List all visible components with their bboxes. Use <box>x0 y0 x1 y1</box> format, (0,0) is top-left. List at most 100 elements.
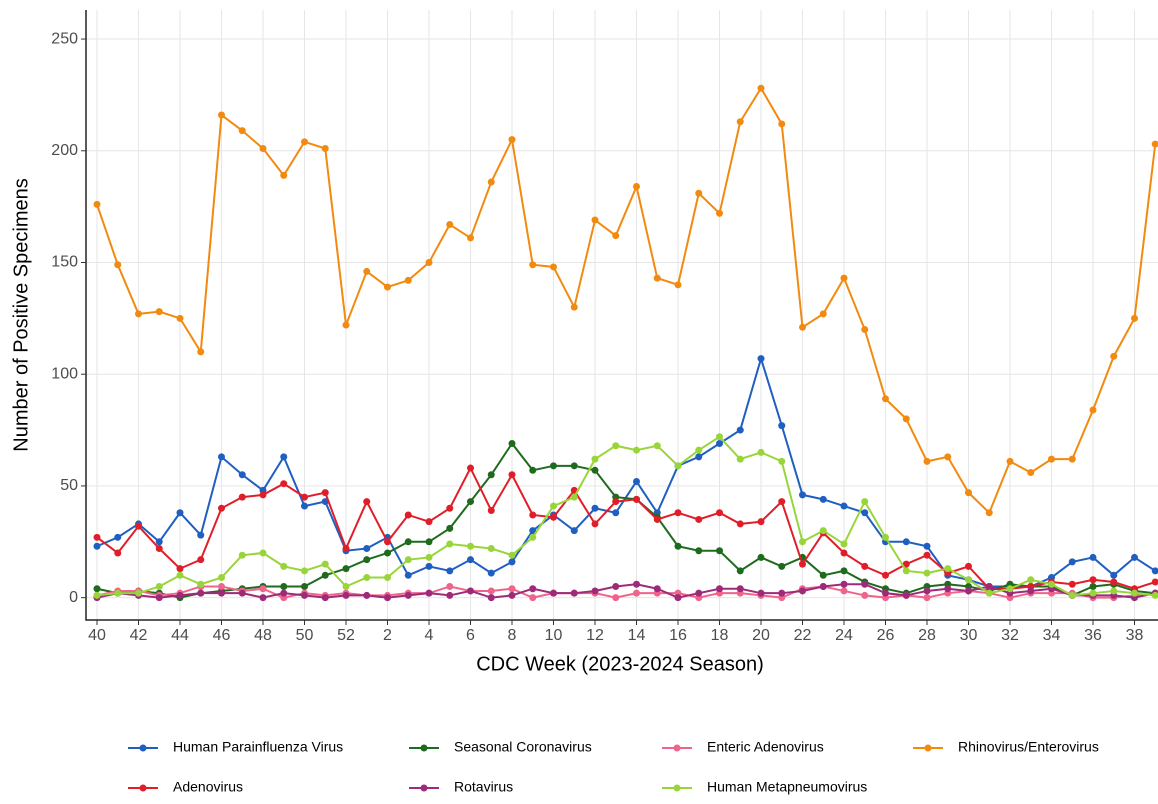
data-point <box>446 582 454 590</box>
data-point <box>197 556 205 564</box>
data-point <box>902 560 910 568</box>
data-point <box>736 585 744 593</box>
data-point <box>1131 589 1138 597</box>
data-point <box>716 439 723 447</box>
data-point <box>384 283 391 291</box>
data-point <box>218 582 225 590</box>
x-tick-label: 18 <box>711 627 729 644</box>
data-point <box>176 591 184 599</box>
data-point <box>1110 352 1118 360</box>
data-point <box>819 310 827 318</box>
data-point <box>404 276 412 284</box>
x-tick-label: 2 <box>383 627 392 644</box>
data-point <box>902 591 910 599</box>
y-tick-label: 0 <box>69 589 78 606</box>
series-line <box>96 86 1157 515</box>
legend-dot <box>673 744 681 752</box>
data-point <box>93 533 101 541</box>
x-tick-label: 8 <box>508 627 517 644</box>
data-point <box>1068 455 1076 463</box>
data-point <box>218 589 225 597</box>
data-point <box>280 480 288 488</box>
data-point <box>280 171 288 179</box>
data-point <box>93 200 101 208</box>
data-point <box>633 446 640 454</box>
data-point <box>757 84 765 92</box>
data-point <box>633 183 640 191</box>
y-tick-label: 50 <box>60 477 78 494</box>
data-point <box>93 591 101 599</box>
data-point <box>508 439 516 447</box>
data-point <box>612 232 620 240</box>
legend-dot <box>139 744 147 752</box>
data-point <box>176 571 184 579</box>
data-point <box>135 522 142 530</box>
data-point <box>114 261 122 269</box>
data-point <box>363 267 371 275</box>
data-point <box>944 565 952 573</box>
x-tick-label: 32 <box>1001 627 1019 644</box>
data-point <box>529 466 537 474</box>
data-point <box>674 281 682 289</box>
x-tick-label: 16 <box>669 627 687 644</box>
data-point <box>799 323 806 331</box>
data-point <box>1089 576 1097 584</box>
data-point <box>653 585 661 593</box>
data-point <box>446 591 454 599</box>
data-point <box>321 594 329 602</box>
grid <box>86 10 1158 620</box>
legend-dot <box>924 744 932 752</box>
data-point <box>736 520 744 528</box>
data-point <box>674 462 682 470</box>
y-axis-title: Number of Positive Specimens <box>10 178 32 451</box>
data-point <box>570 527 578 535</box>
data-point <box>321 560 329 568</box>
data-point <box>695 453 703 461</box>
data-point <box>1089 582 1097 590</box>
data-point <box>176 509 184 517</box>
data-point <box>736 455 744 463</box>
x-tick-label: 36 <box>1084 627 1102 644</box>
data-point <box>259 585 267 593</box>
x-tick-label: 26 <box>877 627 895 644</box>
data-point <box>819 527 827 535</box>
data-point <box>1048 580 1055 588</box>
data-point <box>716 547 723 555</box>
data-point <box>508 471 516 479</box>
data-point <box>736 426 744 434</box>
data-point <box>404 511 412 519</box>
data-point <box>570 493 578 501</box>
data-point <box>425 562 433 570</box>
data-point <box>1151 591 1158 599</box>
data-point <box>985 582 993 590</box>
x-tick-label: 38 <box>1126 627 1144 644</box>
data-point <box>653 442 661 450</box>
data-point <box>985 509 993 517</box>
data-point <box>778 120 786 128</box>
data-point <box>238 551 246 559</box>
data-point <box>716 509 723 517</box>
data-point <box>467 234 474 242</box>
data-point <box>342 565 350 573</box>
data-point <box>404 538 412 546</box>
data-point <box>965 489 972 497</box>
data-point <box>1068 591 1076 599</box>
data-point <box>1089 406 1097 414</box>
data-point <box>321 571 329 579</box>
data-point <box>301 582 308 590</box>
data-point <box>425 518 433 526</box>
data-point <box>446 504 454 512</box>
data-point <box>197 589 205 597</box>
data-point <box>155 594 163 602</box>
data-point <box>1151 578 1158 586</box>
legend-dot <box>420 744 428 752</box>
data-point <box>404 556 412 564</box>
data-point <box>757 518 765 526</box>
data-point <box>487 594 495 602</box>
panel-border <box>85 10 1158 621</box>
data-point <box>923 569 931 577</box>
y-tick-label: 100 <box>51 365 78 382</box>
data-point <box>529 594 537 602</box>
data-point <box>612 509 620 517</box>
data-point <box>238 471 246 479</box>
